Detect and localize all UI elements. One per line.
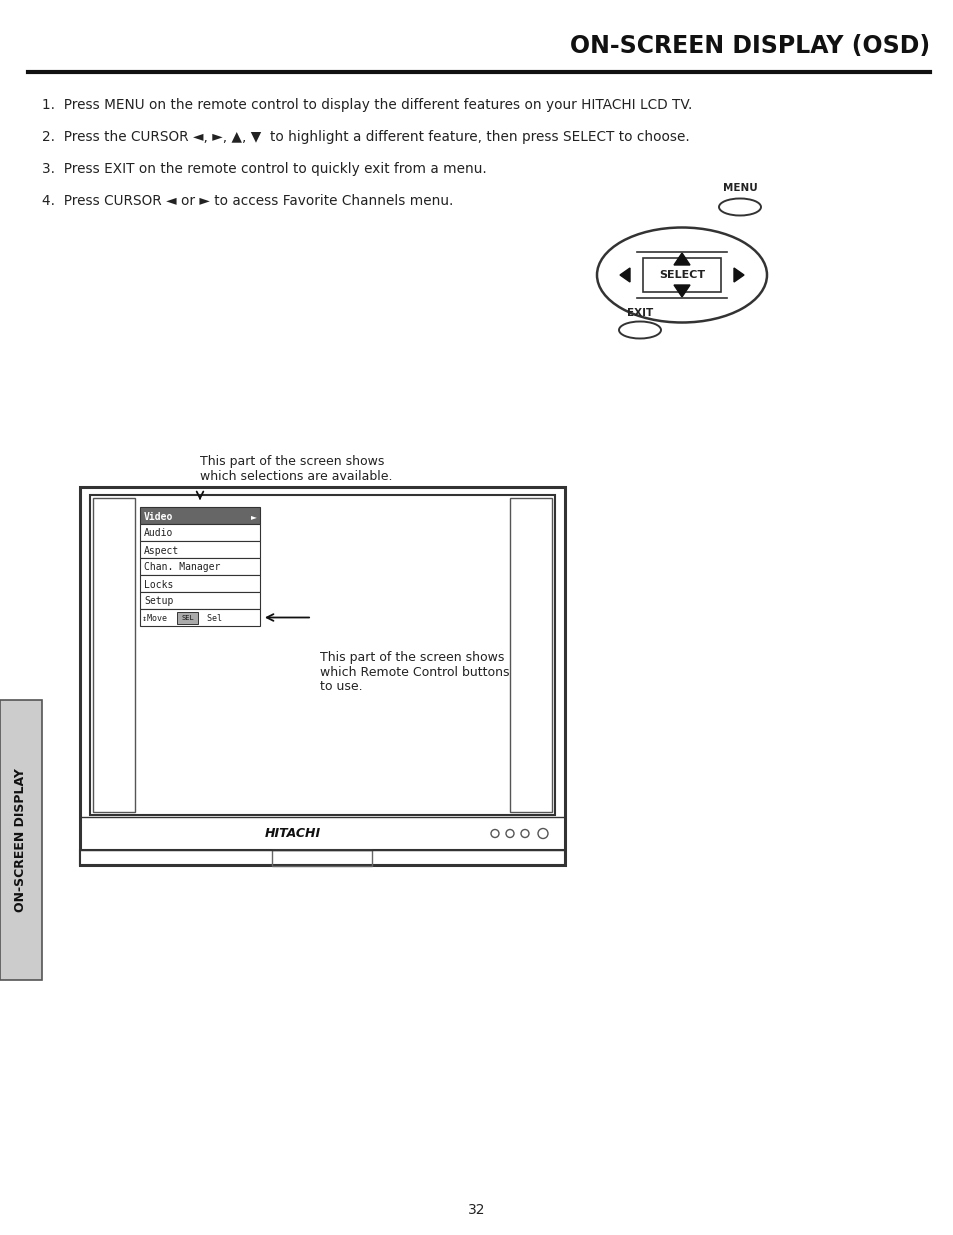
- Bar: [0, 700, 42, 981]
- Text: SELECT: SELECT: [659, 270, 704, 280]
- Bar: [140, 592, 260, 609]
- Bar: [140, 609, 260, 626]
- Bar: [140, 524, 260, 541]
- Text: Video: Video: [144, 511, 173, 521]
- Bar: [140, 576, 260, 592]
- Text: ↕Move: ↕Move: [142, 614, 172, 622]
- Text: HITACHI: HITACHI: [264, 827, 320, 840]
- FancyBboxPatch shape: [177, 611, 198, 624]
- Text: ON-SCREEN DISPLAY (OSD): ON-SCREEN DISPLAY (OSD): [569, 35, 929, 58]
- Text: 32: 32: [468, 1203, 485, 1216]
- Bar: [80, 487, 564, 864]
- Polygon shape: [619, 268, 629, 282]
- FancyBboxPatch shape: [642, 258, 720, 291]
- Text: Setup: Setup: [144, 597, 173, 606]
- Polygon shape: [673, 253, 689, 266]
- Bar: [140, 541, 260, 558]
- Bar: [140, 558, 260, 576]
- Text: Sel: Sel: [202, 614, 222, 622]
- Bar: [510, 498, 552, 811]
- Bar: [273, 850, 372, 866]
- Text: Chan. Manager: Chan. Manager: [144, 562, 220, 573]
- Text: EXIT: EXIT: [626, 308, 653, 317]
- Text: This part of the screen shows
which Remote Control buttons
to use.: This part of the screen shows which Remo…: [319, 651, 509, 694]
- Text: Locks: Locks: [144, 579, 173, 589]
- Polygon shape: [733, 268, 743, 282]
- Text: Aspect: Aspect: [144, 546, 179, 556]
- Text: This part of the screen shows
which selections are available.: This part of the screen shows which sele…: [200, 454, 392, 483]
- Bar: [92, 498, 135, 811]
- Bar: [0, 700, 42, 981]
- Text: ON-SCREEN DISPLAY: ON-SCREEN DISPLAY: [14, 768, 28, 911]
- Text: 4.  Press CURSOR ◄ or ► to access Favorite Channels menu.: 4. Press CURSOR ◄ or ► to access Favorit…: [42, 194, 453, 207]
- Text: 2.  Press the CURSOR ◄, ►, ▲, ▼  to highlight a different feature, then press SE: 2. Press the CURSOR ◄, ►, ▲, ▼ to highli…: [42, 130, 689, 144]
- Polygon shape: [673, 285, 689, 296]
- Text: ►: ►: [251, 513, 256, 521]
- Text: SEL: SEL: [181, 615, 194, 621]
- Text: MENU: MENU: [721, 183, 757, 193]
- Text: 1.  Press MENU on the remote control to display the different features on your H: 1. Press MENU on the remote control to d…: [42, 98, 692, 112]
- Bar: [80, 850, 564, 864]
- Bar: [90, 495, 555, 815]
- Text: Audio: Audio: [144, 529, 173, 538]
- Text: 3.  Press EXIT on the remote control to quickly exit from a menu.: 3. Press EXIT on the remote control to q…: [42, 162, 486, 177]
- Bar: [140, 508, 260, 524]
